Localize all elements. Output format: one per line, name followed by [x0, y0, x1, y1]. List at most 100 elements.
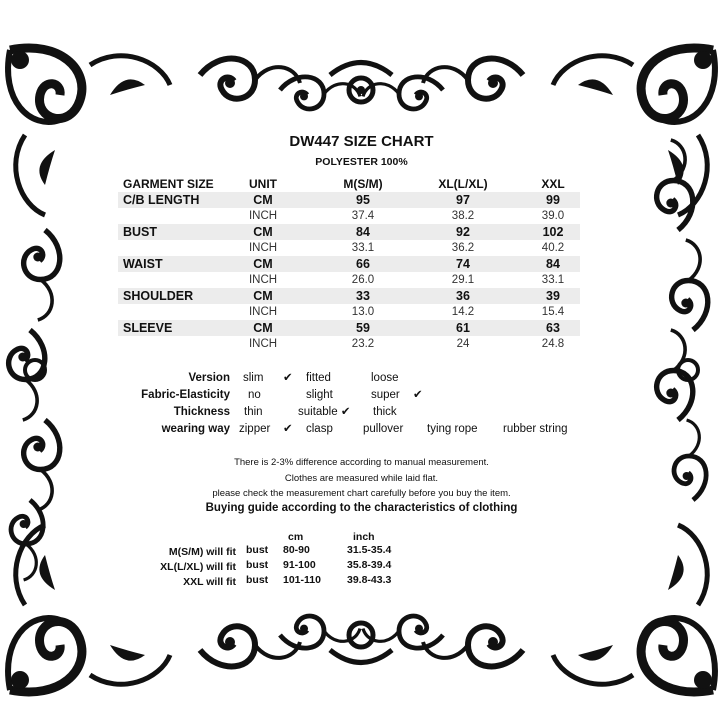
header-unit: UNIT	[249, 177, 277, 191]
attribute-option: no	[248, 389, 261, 401]
header-garment-size: GARMENT SIZE	[123, 177, 214, 191]
measurement-label: WAIST	[123, 257, 163, 271]
header-xl: XL(L/XL)	[438, 177, 488, 191]
value-cell: 38.2	[451, 210, 475, 222]
measurement-label: SLEEVE	[123, 321, 173, 335]
value-cell: 24.8	[541, 338, 565, 350]
note-1: There is 2-3% difference according to ma…	[234, 457, 489, 468]
attribute-option: thick	[373, 406, 397, 418]
measurement-label: C/B LENGTH	[123, 193, 200, 207]
table-row-inch: INCH 37.4 38.2 39.0	[118, 208, 580, 224]
table-row-inch: INCH 13.0 14.2 15.4	[118, 304, 580, 320]
measurement-label: SHOULDER	[123, 289, 194, 303]
value-cell: 59	[356, 321, 370, 335]
header-m: M(S/M)	[343, 177, 383, 191]
value-cell: 24	[456, 338, 470, 350]
value-cell: 36.2	[451, 242, 475, 254]
unit-cell: CM	[253, 193, 273, 207]
attribute-option: suitable ✔	[298, 406, 351, 418]
guide-cm: 91-100	[283, 559, 316, 571]
attribute-option: loose	[371, 372, 399, 384]
guide-part: bust	[246, 544, 269, 556]
value-cell: 61	[456, 321, 470, 335]
table-row-inch: INCH 33.1 36.2 40.2	[118, 240, 580, 256]
table-row-inch: INCH 23.2 24 24.8	[118, 336, 580, 352]
value-cell: 33.1	[351, 242, 375, 254]
value-cell: 92	[456, 225, 470, 239]
unit-cell: CM	[253, 225, 273, 239]
value-cell: 37.4	[351, 210, 375, 222]
unit-cell: INCH	[248, 242, 278, 254]
guide-cm: 101-110	[283, 574, 321, 586]
value-cell: 36	[456, 289, 470, 303]
unit-cell: CM	[253, 289, 273, 303]
guide-size: XXL will fit	[183, 576, 236, 588]
unit-cell: CM	[253, 257, 273, 271]
guide-size: XL(L/XL) will fit	[160, 561, 236, 573]
attribute-row: wearing way zipper ✔ clasp pullover tying rop…	[0, 421, 723, 438]
attribute-key: Thickness	[173, 406, 230, 418]
table-row-cm: C/B LENGTH CM 95 97 99	[118, 192, 580, 208]
note-3: please check the measurement chart caref…	[212, 488, 511, 499]
unit-cell: INCH	[248, 306, 278, 318]
guide-col-cm: cm	[288, 531, 304, 543]
value-cell: 13.0	[351, 306, 375, 318]
attribute-key: Version	[188, 372, 230, 384]
unit-cell: CM	[253, 321, 273, 335]
attribute-option: slight	[306, 389, 333, 401]
attribute-option: zipper	[239, 423, 271, 435]
guide-size: M(S/M) will fit	[168, 546, 236, 558]
value-cell: 14.2	[451, 306, 475, 318]
value-cell: 99	[546, 193, 560, 207]
value-cell: 29.1	[451, 274, 475, 286]
attribute-option: super	[371, 389, 400, 401]
guide-inch: 31.5-35.4	[347, 544, 392, 556]
value-cell: 97	[456, 193, 470, 207]
value-cell: 39.0	[541, 210, 565, 222]
attribute-option: slim	[243, 372, 264, 384]
attribute-key: Fabric-Elasticity	[141, 389, 230, 401]
attribute-row: Thickness thin suitable ✔ thick	[0, 404, 723, 421]
unit-cell: INCH	[248, 338, 278, 350]
attribute-row: Version slim ✔ fitted loose	[0, 370, 723, 387]
attribute-option: tying rope	[427, 423, 478, 435]
value-cell: 23.2	[351, 338, 375, 350]
guide-part: bust	[246, 574, 269, 586]
value-cell: 84	[356, 225, 370, 239]
note-2: Clothes are measured while laid flat.	[284, 473, 439, 484]
value-cell: 15.4	[541, 306, 565, 318]
value-cell: 84	[546, 257, 560, 271]
table-row-cm: WAIST CM 66 74 84	[118, 256, 580, 272]
value-cell: 33	[356, 289, 370, 303]
value-cell: 102	[542, 225, 564, 239]
table-row-inch: INCH 26.0 29.1 33.1	[118, 272, 580, 288]
guide-inch: 35.8-39.4	[347, 559, 392, 571]
guide-title: Buying guide according to the characteri…	[205, 502, 518, 514]
checkmark-icon: ✔	[283, 372, 293, 384]
unit-cell: INCH	[248, 210, 278, 222]
table-row-cm: SLEEVE CM 59 61 63	[118, 320, 580, 336]
attribute-option: clasp	[306, 423, 333, 435]
table-row-cm: SHOULDER CM 33 36 39	[118, 288, 580, 304]
unit-cell: INCH	[248, 274, 278, 286]
guide-col-inch: inch	[353, 531, 375, 543]
value-cell: 95	[356, 193, 370, 207]
checkmark-icon: ✔	[413, 389, 423, 401]
value-cell: 66	[356, 257, 370, 271]
table-row-cm: BUST CM 84 92 102	[118, 224, 580, 240]
guide-inch: 39.8-43.3	[347, 574, 392, 586]
value-cell: 39	[546, 289, 560, 303]
value-cell: 26.0	[351, 274, 375, 286]
chart-title: DW447 SIZE CHART	[289, 133, 434, 150]
header-xxl: XXL	[541, 177, 565, 191]
guide-cm: 80-90	[283, 544, 310, 556]
guide-part: bust	[246, 559, 269, 571]
checkmark-icon: ✔	[283, 423, 293, 435]
attribute-option: rubber string	[503, 423, 568, 435]
attribute-option: pullover	[363, 423, 404, 435]
value-cell: 63	[546, 321, 560, 335]
material: POLYESTER 100%	[315, 156, 408, 168]
attribute-option: fitted	[306, 372, 331, 384]
value-cell: 74	[456, 257, 470, 271]
